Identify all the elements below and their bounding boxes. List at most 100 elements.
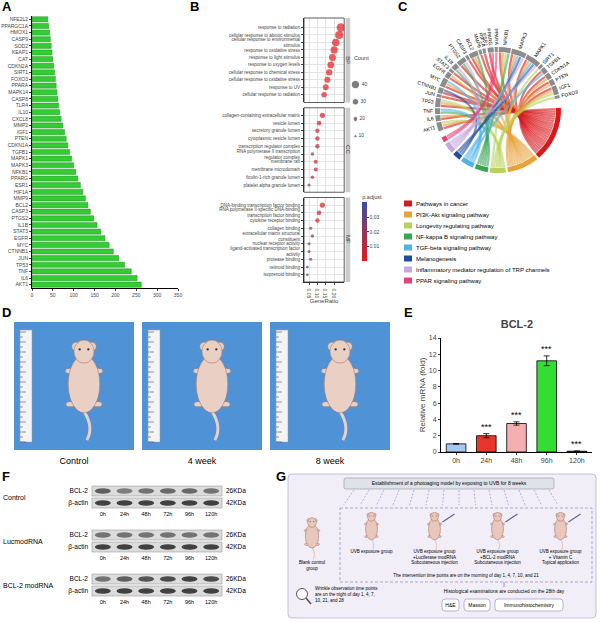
svg-text:PTEN: PTEN [554,71,569,83]
svg-text:protease binding: protease binding [267,257,301,262]
svg-text:+BCL-2 modRNA: +BCL-2 modRNA [480,555,515,560]
svg-text:TNF: TNF [18,268,28,274]
svg-text:TGF-beta signaling pathway: TGF-beta signaling pathway [416,245,491,251]
svg-text:LucmodRNA: LucmodRNA [3,538,43,545]
svg-text:72h: 72h [163,555,172,561]
svg-text:Melanogenesis: Melanogenesis [416,256,456,262]
svg-text:PPARGC1A: PPARGC1A [1,23,29,29]
svg-text:JUN: JUN [18,255,28,261]
svg-text:+ Vitamin C: + Vitamin C [549,555,573,560]
svg-text:26KDa: 26KDa [226,575,246,582]
svg-text:Count: Count [354,55,369,61]
svg-text:MAPK1: MAPK1 [11,155,28,161]
svg-text:0h: 0h [100,599,106,605]
svg-text:0h: 0h [452,457,460,464]
svg-text:UVB exposure group: UVB exposure group [414,549,456,554]
svg-text:48h: 48h [511,457,523,464]
svg-text:200: 200 [111,292,120,298]
svg-text:96h: 96h [541,457,553,464]
svg-text:+Luciferase modRNA: +Luciferase modRNA [413,555,456,560]
svg-text:BCL2: BCL2 [15,202,28,208]
svg-text:40: 40 [362,81,368,87]
svg-text:FOXO3: FOXO3 [11,76,28,82]
svg-text:***: *** [481,422,492,432]
svg-text:0h: 0h [100,555,106,561]
svg-text:retinoid binding: retinoid binding [270,265,301,270]
svg-text:Topical application: Topical application [542,560,579,565]
svg-text:0.03: 0.03 [370,214,380,220]
svg-text:CC: CC [345,145,351,154]
svg-text:Longevity regulating pathway: Longevity regulating pathway [416,223,494,229]
svg-text:2: 2 [433,432,437,439]
svg-text:β-actin: β-actin [68,499,88,507]
svg-text:β-actin: β-actin [68,587,88,595]
svg-text:50: 50 [50,292,56,298]
svg-text:response to UV: response to UV [269,85,300,90]
svg-text:CTNNB1: CTNNB1 [417,79,438,91]
svg-text:42KDa: 42KDa [226,543,246,550]
svg-text:EGFR: EGFR [14,235,28,241]
svg-text:isoprenoid binding: isoprenoid binding [264,272,301,277]
svg-text:72h: 72h [163,511,172,517]
svg-text:BCL-2: BCL-2 [70,487,89,494]
svg-text:4: 4 [433,416,437,423]
svg-text:30: 30 [361,98,367,104]
svg-text:PPAR signaling pathway: PPAR signaling pathway [416,278,481,284]
svg-text:NFE2L2: NFE2L2 [10,16,29,22]
svg-text:Relative mRNA (fold): Relative mRNA (fold) [418,357,427,432]
svg-text:0: 0 [31,292,34,298]
svg-text:p.adjust: p.adjust [362,194,382,200]
svg-text:cellular response to abiotic s: cellular response to abiotic stimulus [229,33,301,38]
svg-text:PPARG: PPARG [11,175,28,181]
svg-text:RNA polymerase II-specific DNA: RNA polymerase II-specific DNA-bindingtr… [219,207,300,218]
svg-text:NF-kappa B signaling pathway: NF-kappa B signaling pathway [416,234,497,240]
svg-text:6: 6 [433,400,437,407]
svg-text:96h: 96h [185,599,194,605]
svg-text:42KDa: 42KDa [226,499,246,506]
svg-text:RNA polymerase II transcriptio: RNA polymerase II transcriptionregulator… [237,149,301,160]
svg-text:TP53: TP53 [16,262,28,268]
svg-text:8 week: 8 week [316,456,345,466]
svg-text:cellular response to oxidative: cellular response to oxidative stress [229,77,301,82]
svg-text:24h: 24h [120,599,129,605]
svg-text:150: 150 [90,292,99,298]
svg-text:Subcutaneous injection: Subcutaneous injection [411,560,458,565]
svg-text:0.02: 0.02 [370,229,380,235]
svg-text:26KDa: 26KDa [226,487,246,494]
svg-text:HIF1A: HIF1A [14,189,29,195]
svg-text:MMP2: MMP2 [14,122,29,128]
svg-text:MAPK3: MAPK3 [11,162,28,168]
svg-text:response to oxidative stress: response to oxidative stress [244,48,301,53]
svg-text:IL6: IL6 [426,115,434,122]
svg-text:membrane microdomain: membrane microdomain [252,167,301,172]
svg-text:H&E: H&E [445,602,456,608]
svg-text:Immunohistochemistry: Immunohistochemistry [504,602,555,608]
svg-text:β-actin: β-actin [68,543,88,551]
svg-text:BCL-2 modRNA: BCL-2 modRNA [3,582,54,589]
svg-text:collagen-containing extracellu: collagen-containing extracellular matrix [222,113,301,118]
svg-text:26KDa: 26KDa [226,531,246,538]
svg-text:0.20: 0.20 [331,289,337,299]
svg-text:12: 12 [429,351,437,358]
svg-text:24h: 24h [480,457,492,464]
svg-text:96h: 96h [185,511,194,517]
svg-text:120h: 120h [205,555,217,561]
svg-text:response to oxygen levels: response to oxygen levels [248,62,301,67]
svg-text:ESR1: ESR1 [15,182,28,188]
svg-text:PTGS2: PTGS2 [12,215,29,221]
svg-text:IL6: IL6 [21,275,28,281]
svg-text:42KDa: 42KDa [226,587,246,594]
svg-text:UVB exposure group: UVB exposure group [351,549,393,554]
svg-text:cytoplasmic vesicle lumen: cytoplasmic vesicle lumen [248,136,301,141]
svg-text:NFKB1: NFKB1 [502,29,510,46]
svg-text:TP53: TP53 [421,97,434,104]
svg-text:***: *** [511,410,522,420]
svg-text:STAT3: STAT3 [13,228,28,234]
svg-text:GeneRatio: GeneRatio [310,298,339,304]
svg-text:MAPK3: MAPK3 [517,32,529,50]
svg-text:PPARA: PPARA [493,28,499,45]
svg-text:24h: 24h [120,511,129,517]
svg-text:TLR4: TLR4 [16,102,28,108]
svg-text:120h: 120h [205,511,217,517]
svg-text:BP: BP [345,56,351,64]
